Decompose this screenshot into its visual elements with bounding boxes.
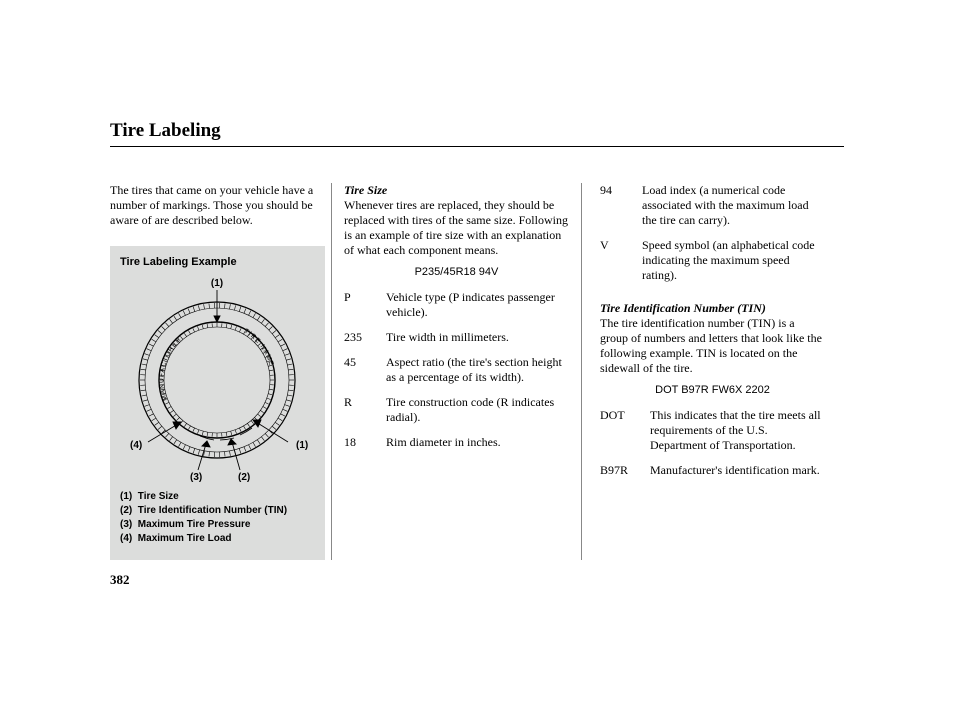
ring-text-manufacturer: MANUFACTURER <box>158 335 182 401</box>
callout-2: (2) <box>238 472 250 482</box>
diagram-legend: (1) Tire Size (2) Tire Identification Nu… <box>120 490 315 546</box>
ring-text-tirename: TIRE NAME <box>243 327 275 367</box>
tire-diagram: MANUFACTURER TIRE NAME <box>120 272 315 482</box>
tire-size-intro: Whenever tires are replaced, they should… <box>344 198 568 257</box>
intro-paragraph: The tires that came on your vehicle have… <box>110 183 325 228</box>
tin-definitions: DOTThis indicates that the tire meets al… <box>600 408 825 488</box>
tire-size-definitions: PVehicle type (P indicates passenger veh… <box>344 290 569 460</box>
tire-size-definitions-cont: 94Load index (a numerical code associate… <box>600 183 825 293</box>
tin-intro: The tire identification number (TIN) is … <box>600 316 822 375</box>
callout-4: (4) <box>130 440 142 451</box>
column-1: The tires that came on your vehicle have… <box>110 183 325 560</box>
callout-1-right: (1) <box>296 440 308 451</box>
column-2: Tire Size Whenever tires are replaced, t… <box>331 183 582 560</box>
tire-labeling-example: Tire Labeling Example MANUFACTU <box>110 246 325 560</box>
svg-text:TIRE NAME: TIRE NAME <box>243 327 275 367</box>
page-title: Tire Labeling <box>110 120 844 147</box>
column-3: 94Load index (a numerical code associate… <box>588 183 825 560</box>
callout-3: (3) <box>190 472 202 482</box>
tire-size-heading: Tire Size <box>344 183 387 197</box>
tin-code: DOT B97R FW6X 2202 <box>600 384 825 398</box>
callout-1-top: (1) <box>211 278 223 289</box>
tire-size-code: P235/45R18 94V <box>344 266 569 280</box>
tin-heading: Tire Identification Number (TIN) <box>600 301 766 315</box>
svg-text:MANUFACTURER: MANUFACTURER <box>158 335 182 401</box>
example-title: Tire Labeling Example <box>120 256 315 270</box>
page-number: 382 <box>110 572 844 588</box>
